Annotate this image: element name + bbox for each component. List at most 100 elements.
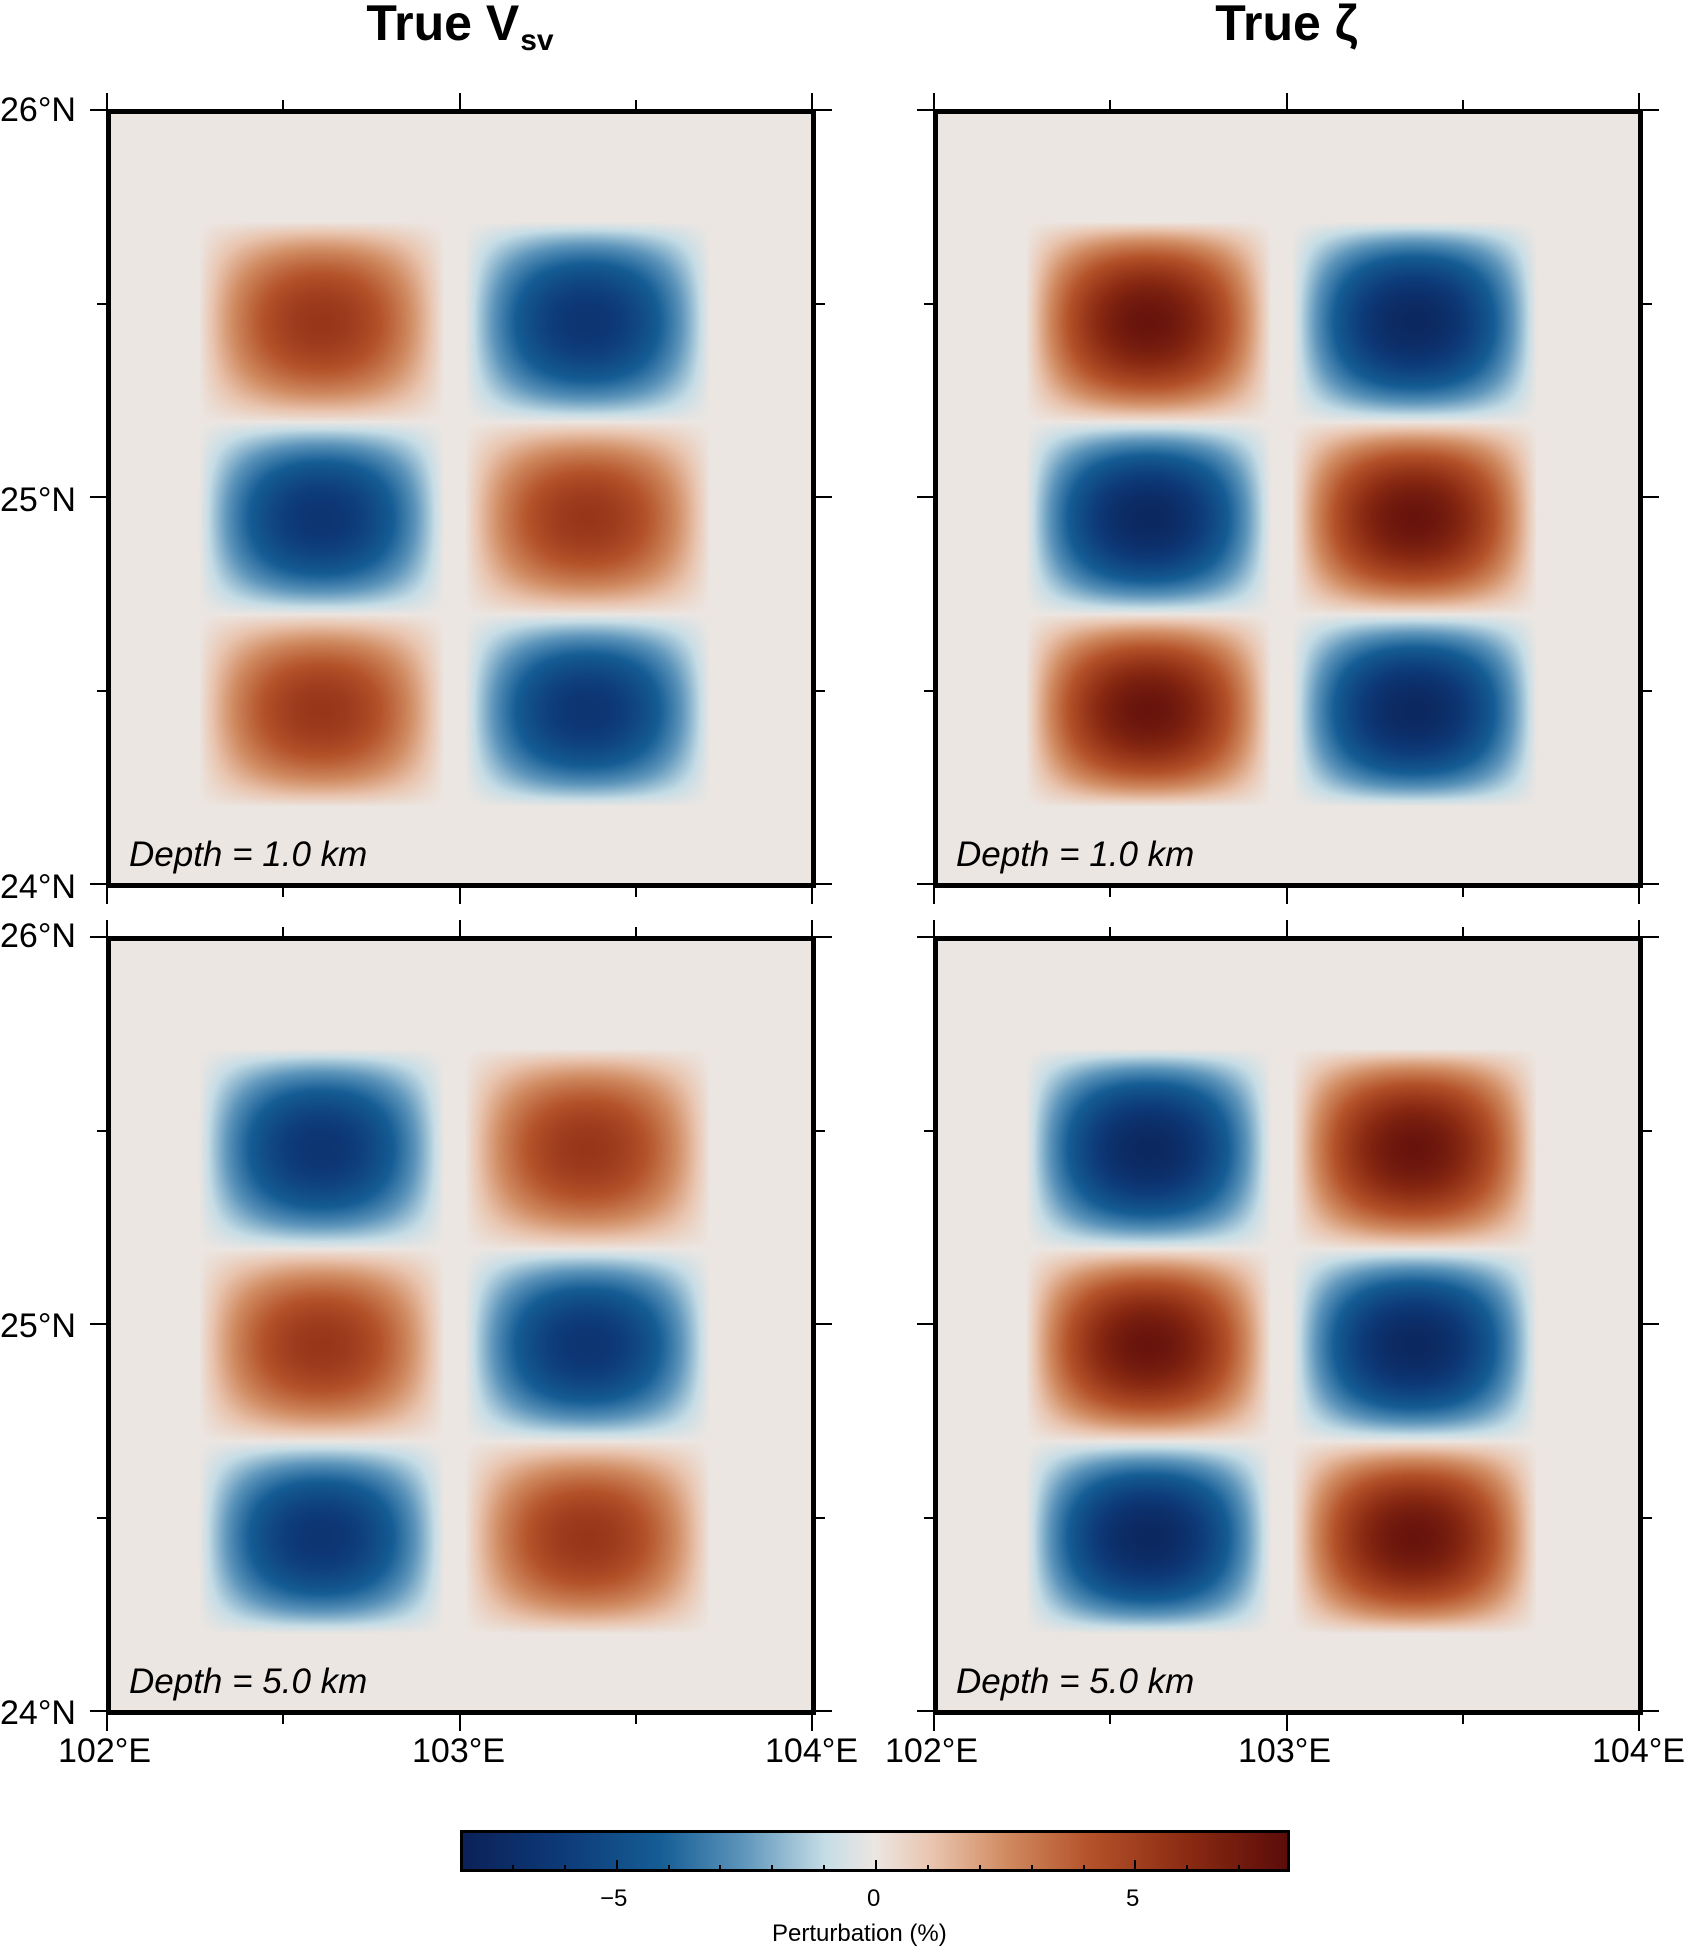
colorbar-tick — [771, 1865, 774, 1872]
tick-bottom — [458, 888, 461, 904]
tick-top — [1461, 100, 1464, 109]
tick-left — [97, 1129, 106, 1132]
colorbar-tick — [1134, 1860, 1137, 1872]
tick-left — [917, 109, 933, 111]
colorbar-title: Perturbation (%) — [772, 1920, 947, 1947]
tick-top — [458, 93, 461, 109]
tick-top — [1638, 93, 1640, 109]
colorbar-tick — [926, 1865, 929, 1872]
tick-top — [1109, 927, 1112, 936]
title-subscript: sv — [520, 24, 554, 57]
tick-right — [1643, 689, 1652, 692]
tick-right — [1643, 1710, 1659, 1712]
tick-top — [106, 93, 108, 109]
tick-left — [90, 496, 106, 498]
tick-bottom — [458, 1715, 461, 1731]
map-panel-zeta-1km: Depth = 1.0 km — [933, 109, 1643, 888]
tick-bottom — [811, 888, 813, 904]
tick-bottom — [106, 1715, 108, 1731]
tick-bottom — [1638, 888, 1640, 904]
tick-top — [811, 93, 813, 109]
tick-left — [97, 302, 106, 305]
tick-right — [816, 496, 832, 498]
colorbar-tick — [1082, 1865, 1085, 1872]
lat-label-top-24: 24°N — [0, 868, 76, 906]
colorbar-tick — [719, 1865, 722, 1872]
lon-label-left-104: 104°E — [765, 1732, 859, 1770]
tick-right — [1643, 109, 1659, 111]
lon-label-right-104: 104°E — [1592, 1732, 1686, 1770]
tick-right — [1643, 1129, 1652, 1132]
tick-top — [634, 927, 637, 936]
map-panel-zeta-5km: Depth = 5.0 km — [933, 936, 1643, 1715]
lat-label-bottom-24: 24°N — [0, 1694, 76, 1732]
tick-top — [1109, 100, 1112, 109]
colorbar-tick — [823, 1865, 826, 1872]
tick-top — [1638, 920, 1640, 936]
lat-label-top-25: 25°N — [0, 481, 76, 519]
title-main: True V — [366, 0, 520, 51]
tick-left — [97, 689, 106, 692]
perturbation-field — [111, 941, 811, 1710]
tick-left — [917, 1710, 933, 1712]
tick-bottom — [1638, 1715, 1640, 1731]
tick-top — [933, 920, 935, 936]
tick-left — [924, 689, 933, 692]
lon-label-left-103: 103°E — [412, 1732, 506, 1770]
tick-top — [1461, 927, 1464, 936]
tick-left — [917, 883, 933, 885]
tick-right — [1643, 302, 1652, 305]
tick-right — [816, 1129, 825, 1132]
perturbation-field — [938, 114, 1638, 883]
tick-left — [917, 496, 933, 498]
tick-right — [816, 1710, 832, 1712]
tick-bottom — [933, 888, 935, 904]
tick-right — [1643, 1323, 1659, 1325]
map-panel-vsv-5km: Depth = 5.0 km — [106, 936, 816, 1715]
tick-left — [917, 1323, 933, 1325]
map-panel-vsv-1km: Depth = 1.0 km — [106, 109, 816, 888]
tick-top — [458, 920, 461, 936]
tick-right — [816, 936, 832, 938]
tick-left — [90, 883, 106, 885]
tick-right — [816, 1516, 825, 1519]
tick-top — [282, 927, 285, 936]
colorbar-tick — [667, 1865, 670, 1872]
lon-label-right-103: 103°E — [1238, 1732, 1332, 1770]
tick-right — [1643, 496, 1659, 498]
tick-top — [1285, 93, 1288, 109]
colorbar-tick — [978, 1865, 981, 1872]
colorbar-tick — [1030, 1865, 1033, 1872]
tick-right — [816, 689, 825, 692]
tick-top — [106, 920, 108, 936]
lat-label-top-26: 26°N — [0, 91, 76, 129]
tick-right — [1643, 1516, 1652, 1519]
colorbar-tick-label-0: 0 — [867, 1885, 881, 1912]
colorbar-tick — [615, 1860, 618, 1872]
tick-right — [1643, 883, 1659, 885]
tick-top — [634, 100, 637, 109]
colorbar-tick — [1186, 1865, 1189, 1872]
tick-bottom — [282, 888, 285, 897]
perturbation-field — [111, 114, 811, 883]
tick-right — [816, 1323, 832, 1325]
depth-label: Depth = 5.0 km — [956, 1662, 1195, 1701]
perturbation-field — [938, 941, 1638, 1710]
tick-left — [90, 1710, 106, 1712]
tick-bottom — [282, 1715, 285, 1724]
colorbar-tick — [563, 1865, 566, 1872]
lat-label-bottom-25: 25°N — [0, 1307, 76, 1345]
tick-left — [917, 936, 933, 938]
tick-right — [816, 109, 832, 111]
tick-bottom — [1109, 888, 1112, 897]
colorbar-tick-label-5: 5 — [1126, 1885, 1140, 1912]
colorbar-tick-label-neg5: −5 — [600, 1885, 628, 1912]
column-title-zeta: True ζ — [937, 0, 1637, 58]
tick-bottom — [1461, 1715, 1464, 1724]
tick-bottom — [1285, 1715, 1288, 1731]
tick-right — [816, 302, 825, 305]
tick-bottom — [1461, 888, 1464, 897]
tick-bottom — [106, 888, 108, 904]
tick-top — [811, 920, 813, 936]
tick-top — [282, 100, 285, 109]
